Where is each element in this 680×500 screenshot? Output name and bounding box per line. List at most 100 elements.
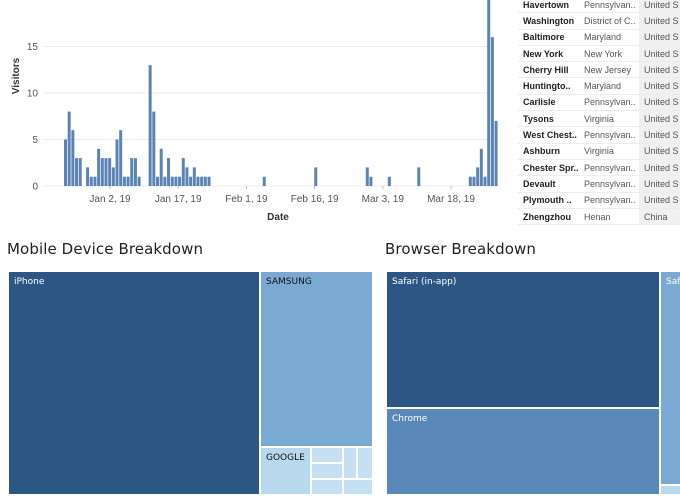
- state-cell: Virginia: [579, 110, 639, 128]
- chart-bar[interactable]: [196, 176, 200, 186]
- chart-bar[interactable]: [71, 130, 75, 186]
- chart-bar[interactable]: [170, 176, 174, 186]
- chart-bar[interactable]: [387, 176, 391, 186]
- chart-bar[interactable]: [86, 167, 90, 186]
- country-cell: United S: [639, 94, 680, 112]
- chart-bar[interactable]: [67, 111, 71, 186]
- country-cell: China: [639, 208, 680, 226]
- treemap-tile-safari-in-app[interactable]: Safari (in-app): [386, 271, 660, 408]
- chart-bar[interactable]: [200, 176, 204, 186]
- state-cell: Pennsylvan..: [579, 159, 639, 177]
- chart-bar[interactable]: [314, 167, 318, 186]
- chart-bar[interactable]: [203, 176, 207, 186]
- table-row: Plymouth .. Pennsylvan.. United S: [518, 192, 680, 209]
- country-cell: United S: [639, 110, 680, 128]
- mobile-breakdown-title: Mobile Device Breakdown: [7, 240, 204, 258]
- treemap-tile-iphone[interactable]: iPhone: [8, 271, 260, 495]
- chart-bar[interactable]: [133, 158, 137, 186]
- chart-bar[interactable]: [108, 158, 112, 186]
- table-row: Baltimore Maryland United S: [518, 29, 680, 46]
- chart-bar[interactable]: [365, 167, 369, 186]
- chart-bar[interactable]: [185, 167, 189, 186]
- treemap-tile-google[interactable]: GOOGLE: [260, 447, 311, 495]
- treemap-tile-other[interactable]: [311, 479, 343, 495]
- x-tick-label: Feb 16, 19: [291, 194, 339, 205]
- treemap-tile-other[interactable]: [343, 479, 373, 495]
- chart-bar[interactable]: [189, 176, 193, 186]
- tile-label: iPhone: [14, 277, 45, 287]
- x-axis-title: Date: [267, 212, 289, 223]
- treemap-tile-chrome[interactable]: Chrome: [386, 408, 660, 495]
- chart-bar[interactable]: [192, 167, 196, 186]
- chart-bar[interactable]: [104, 158, 108, 186]
- chart-bar[interactable]: [97, 148, 101, 186]
- chart-bar[interactable]: [119, 130, 123, 186]
- treemap-tile-other[interactable]: [311, 463, 343, 479]
- treemap-tile-other[interactable]: [343, 447, 357, 479]
- chart-bar[interactable]: [64, 139, 67, 187]
- chart-bar[interactable]: [490, 37, 494, 187]
- chart-bar[interactable]: [417, 167, 421, 186]
- chart-bar[interactable]: [262, 176, 266, 186]
- chart-bar[interactable]: [78, 158, 82, 186]
- visitors-bar-chart: 0 5 10 15 Jan 2, 19 Jan 17, 19 Feb 1, 19 Feb 1…: [11, 0, 498, 223]
- chart-bar[interactable]: [115, 139, 119, 187]
- chart-bar[interactable]: [93, 176, 97, 186]
- city-cell: New York: [518, 45, 579, 63]
- treemap-tile-safari[interactable]: Safa: [660, 271, 680, 485]
- chart-bar[interactable]: [174, 176, 178, 186]
- chart-bar[interactable]: [178, 176, 182, 186]
- country-cell: United S: [639, 143, 680, 160]
- chart-bar[interactable]: [130, 158, 134, 186]
- y-tick-label: 5: [32, 135, 38, 146]
- chart-bar[interactable]: [483, 176, 487, 186]
- state-cell: Pennsylvan..: [579, 175, 639, 193]
- chart-bar[interactable]: [468, 176, 472, 186]
- table-row: West Chest.. Pennsylvan.. United S: [518, 126, 680, 144]
- chart-bar[interactable]: [100, 158, 104, 186]
- chart-bar[interactable]: [476, 167, 480, 186]
- chart-bar[interactable]: [122, 176, 126, 186]
- chart-bar[interactable]: [152, 111, 156, 186]
- chart-bar[interactable]: [137, 176, 141, 186]
- state-cell: Pennsylvan..: [579, 192, 639, 209]
- chart-bar[interactable]: [75, 158, 79, 186]
- table-row: Cherry Hill New Jersey United S: [518, 61, 680, 79]
- chart-bar[interactable]: [156, 176, 159, 186]
- chart-bar[interactable]: [181, 158, 185, 186]
- city-cell: Cherry Hill: [518, 61, 579, 79]
- chart-bar[interactable]: [159, 148, 163, 186]
- chart-bar[interactable]: [494, 120, 498, 186]
- chart-bar[interactable]: [89, 176, 93, 186]
- city-cell: Devault: [518, 175, 579, 193]
- y-tick-label: 15: [27, 42, 39, 53]
- country-cell: United S: [639, 192, 680, 209]
- country-cell: United S: [639, 126, 680, 144]
- city-cell: Chester Spr..: [518, 159, 579, 177]
- treemap-tile-samsung[interactable]: SAMSUNG: [260, 271, 373, 447]
- country-cell: United S: [639, 77, 680, 95]
- city-cell: Tysons: [518, 110, 579, 128]
- chart-bar[interactable]: [487, 0, 491, 186]
- state-cell: District of C..: [579, 12, 639, 30]
- city-cell: West Chest..: [518, 126, 579, 144]
- chart-bar[interactable]: [111, 167, 115, 186]
- chart-bar[interactable]: [167, 158, 171, 186]
- chart-bar[interactable]: [479, 148, 483, 186]
- treemap-tile-other[interactable]: [660, 485, 680, 495]
- treemap-tile-other[interactable]: [357, 447, 373, 479]
- table-row: New York New York United S: [518, 45, 680, 63]
- table-row: Havertown Pennsylvan.. United S: [518, 0, 680, 14]
- treemap-tile-other[interactable]: [311, 447, 343, 463]
- chart-bars: [64, 0, 498, 187]
- chart-bar[interactable]: [472, 176, 476, 186]
- table-row: Chester Spr.. Pennsylvan.. United S: [518, 159, 680, 177]
- chart-bar[interactable]: [148, 65, 152, 186]
- chart-bar[interactable]: [126, 176, 130, 186]
- chart-bar[interactable]: [207, 176, 211, 186]
- chart-bar[interactable]: [369, 176, 373, 186]
- city-cell: Huntingto..: [518, 77, 579, 95]
- chart-bar[interactable]: [163, 176, 167, 186]
- table-row: Washington District of C.. United S: [518, 12, 680, 30]
- state-cell: Maryland: [579, 77, 639, 95]
